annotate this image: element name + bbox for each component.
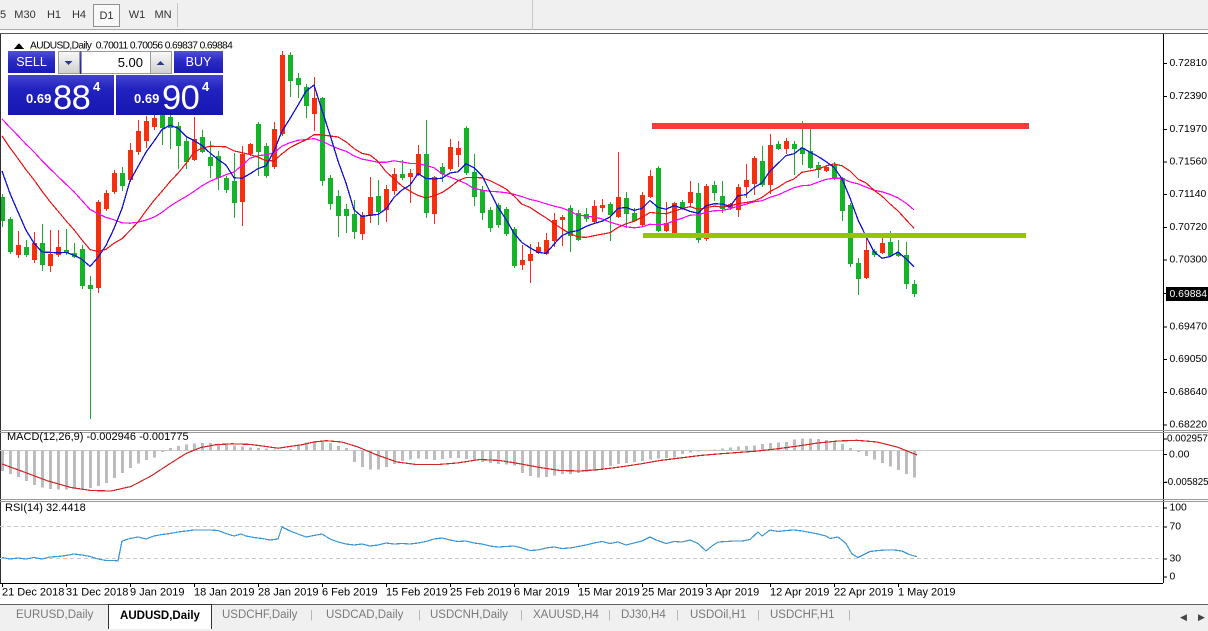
- svg-text:0.70300: 0.70300: [1170, 255, 1208, 266]
- svg-text:0.71970: 0.71970: [1170, 124, 1208, 135]
- svg-text:0.69884: 0.69884: [1170, 289, 1208, 300]
- svg-text:15 Mar 2019: 15 Mar 2019: [578, 586, 640, 598]
- svg-text:0.68220: 0.68220: [1170, 420, 1208, 431]
- svg-text:100: 100: [1170, 503, 1188, 514]
- svg-text:12 Apr 2019: 12 Apr 2019: [770, 586, 829, 598]
- svg-text:0.69470: 0.69470: [1170, 322, 1208, 333]
- svg-text:0.68640: 0.68640: [1170, 387, 1208, 398]
- svg-text:0.002957: 0.002957: [1167, 434, 1208, 445]
- svg-text:0.71140: 0.71140: [1170, 189, 1207, 200]
- svg-text:-0.005825: -0.005825: [1165, 477, 1208, 488]
- svg-text:0: 0: [1170, 572, 1176, 583]
- svg-text:22 Apr 2019: 22 Apr 2019: [834, 586, 893, 598]
- svg-text:MACD(12,26,9) -0.002946 -0.001: MACD(12,26,9) -0.002946 -0.001775: [7, 431, 189, 443]
- svg-text:0.69050: 0.69050: [1170, 354, 1208, 365]
- svg-text:0.72810: 0.72810: [1170, 58, 1208, 69]
- svg-text:AUDUSD,Daily 0.70011 0.70056: AUDUSD,Daily 0.70011 0.70056 0.69837 0.6…: [30, 41, 233, 52]
- svg-text:21 Dec 2018: 21 Dec 2018: [2, 586, 64, 598]
- svg-text:30: 30: [1170, 554, 1182, 565]
- svg-text:6 Mar 2019: 6 Mar 2019: [514, 586, 570, 598]
- svg-text:1 May 2019: 1 May 2019: [898, 586, 955, 598]
- svg-text:0.72390: 0.72390: [1170, 91, 1208, 102]
- svg-text:31 Dec 2018: 31 Dec 2018: [66, 586, 128, 598]
- svg-text:15 Feb 2019: 15 Feb 2019: [386, 586, 448, 598]
- svg-text:6 Feb 2019: 6 Feb 2019: [322, 586, 378, 598]
- svg-text:28 Jan 2019: 28 Jan 2019: [258, 586, 319, 598]
- svg-text:3 Apr 2019: 3 Apr 2019: [706, 586, 759, 598]
- svg-text:25 Mar 2019: 25 Mar 2019: [642, 586, 704, 598]
- svg-text:0.71560: 0.71560: [1170, 157, 1208, 168]
- svg-text:0.00: 0.00: [1169, 448, 1190, 460]
- svg-text:25 Feb 2019: 25 Feb 2019: [450, 586, 512, 598]
- svg-text:18 Jan 2019: 18 Jan 2019: [194, 586, 255, 598]
- svg-text:RSI(14) 32.4418: RSI(14) 32.4418: [5, 502, 86, 514]
- svg-text:0.70720: 0.70720: [1170, 222, 1208, 233]
- svg-text:9 Jan 2019: 9 Jan 2019: [130, 586, 184, 598]
- svg-text:70: 70: [1170, 522, 1182, 533]
